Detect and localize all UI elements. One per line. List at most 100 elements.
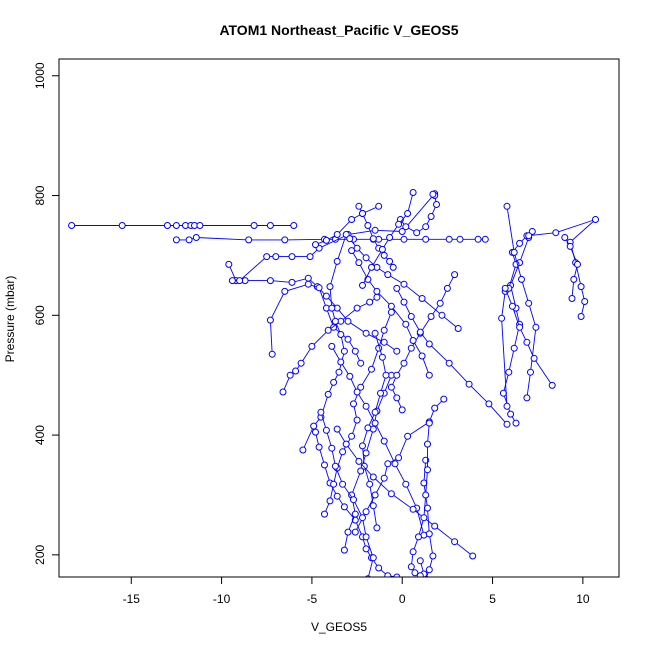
series-6 <box>299 231 350 454</box>
data-point <box>312 428 319 436</box>
data-point <box>386 257 394 265</box>
data-point <box>163 222 171 229</box>
data-point <box>185 236 193 244</box>
data-point <box>322 236 330 244</box>
y-axis: 200 400 600 800 1000 <box>33 62 59 565</box>
data-point <box>371 419 379 427</box>
data-point <box>510 248 518 256</box>
x-tick-label: 5 <box>489 592 496 606</box>
data-point <box>409 189 417 196</box>
data-point <box>331 317 339 325</box>
data-point <box>424 466 431 474</box>
data-point <box>425 566 433 574</box>
data-point <box>516 239 524 247</box>
data-point <box>333 231 341 238</box>
data-point <box>395 220 403 228</box>
series-line <box>390 274 455 411</box>
data-point <box>339 448 347 456</box>
data-point <box>362 449 370 457</box>
data-point <box>348 216 356 223</box>
data-point <box>402 223 410 231</box>
data-point <box>503 420 511 428</box>
data-point <box>552 229 560 237</box>
data-point <box>340 503 348 511</box>
data-point <box>304 280 312 288</box>
y-tick-label: 1000 <box>33 62 47 89</box>
data-point <box>566 242 574 250</box>
data-point <box>290 222 298 229</box>
data-point <box>393 284 401 292</box>
data-point <box>393 347 401 355</box>
chart-title: ATOM1 Northeast_Pacific V_GEOS5 <box>219 22 458 38</box>
data-point <box>568 295 576 302</box>
data-point <box>525 232 533 240</box>
data-point <box>315 443 323 451</box>
series-5 <box>279 293 381 396</box>
data-point <box>362 402 370 410</box>
data-point <box>355 259 363 267</box>
data-point <box>425 340 433 348</box>
data-point <box>297 359 305 367</box>
y-axis-label: Pressure (mbar) <box>3 276 17 363</box>
series-2 <box>225 260 401 355</box>
data-point <box>371 226 379 234</box>
data-point <box>371 408 379 416</box>
data-point <box>431 404 439 412</box>
x-tick-label: -5 <box>307 592 318 606</box>
data-point <box>409 505 417 513</box>
data-point <box>375 564 383 572</box>
data-point <box>355 457 363 465</box>
data-point <box>288 278 296 286</box>
data-point <box>391 460 399 468</box>
data-point <box>346 372 354 380</box>
data-point <box>353 304 361 312</box>
data-point <box>357 383 365 391</box>
data-point <box>225 260 233 268</box>
data-point <box>353 388 361 396</box>
data-point <box>424 440 431 448</box>
data-point <box>387 383 395 391</box>
series-24 <box>501 284 556 389</box>
data-point <box>312 241 319 249</box>
data-point <box>436 299 444 307</box>
data-point <box>422 223 430 231</box>
data-point <box>570 275 578 283</box>
data-point <box>362 533 370 541</box>
data-point <box>409 548 417 556</box>
x-tick-label: 0 <box>399 592 406 606</box>
data-point <box>245 236 253 244</box>
data-point <box>324 390 332 398</box>
data-point <box>369 235 377 243</box>
data-point <box>228 277 236 285</box>
data-point <box>561 234 569 241</box>
data-point <box>415 533 422 541</box>
series-29 <box>312 202 383 249</box>
data-point <box>393 394 401 402</box>
data-point <box>508 302 516 310</box>
data-point <box>355 202 363 210</box>
y-tick-label: 800 <box>33 185 47 205</box>
data-point <box>317 408 325 416</box>
data-point <box>333 425 341 433</box>
data-point <box>364 424 372 432</box>
series-line <box>320 412 374 577</box>
data-point <box>380 474 388 482</box>
series-16 <box>407 419 433 577</box>
data-point <box>306 253 314 261</box>
data-point <box>525 299 533 307</box>
data-point <box>438 311 446 319</box>
data-point <box>386 234 394 241</box>
data-point <box>503 202 511 210</box>
data-point <box>337 331 345 338</box>
data-point <box>443 284 451 292</box>
data-point <box>315 284 323 292</box>
data-point <box>501 284 509 292</box>
data-point <box>427 213 435 220</box>
data-point <box>523 338 531 346</box>
data-point <box>366 298 374 306</box>
data-point <box>505 368 513 376</box>
series-line <box>302 234 347 451</box>
data-point <box>369 502 377 510</box>
data-point <box>330 378 338 386</box>
data-point <box>172 222 180 229</box>
